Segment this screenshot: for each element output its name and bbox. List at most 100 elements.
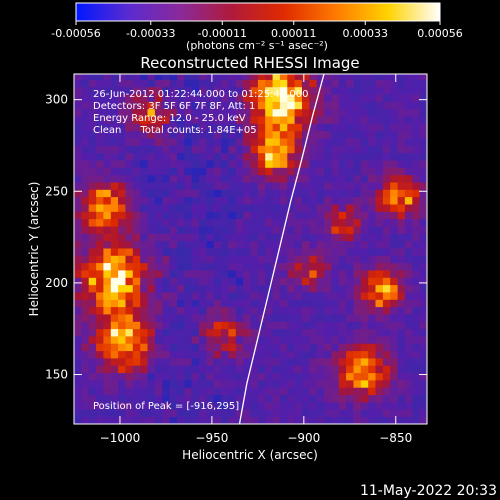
heatmap-cell <box>287 204 296 212</box>
heatmap-cell <box>96 292 104 300</box>
heatmap-cell <box>88 284 97 293</box>
heatmap-cell <box>265 233 273 242</box>
heatmap-cell <box>397 321 406 330</box>
heatmap-cell <box>404 336 413 344</box>
heatmap-cell <box>353 380 362 388</box>
heatmap-cell <box>250 270 259 278</box>
heatmap-cell <box>154 248 163 256</box>
heatmap-cell <box>309 174 318 183</box>
heatmap-cell <box>294 416 303 424</box>
heatmap-cell <box>375 387 384 396</box>
heatmap-cell <box>419 240 427 249</box>
heatmap-cell <box>88 74 97 80</box>
heatmap-cell <box>338 306 347 315</box>
y-tick-label: 300 <box>45 93 68 107</box>
heatmap-cell <box>110 350 119 359</box>
heatmap-cell <box>228 94 237 102</box>
heatmap-cell <box>221 402 229 410</box>
heatmap-cell <box>169 130 178 139</box>
heatmap-cell <box>287 299 296 308</box>
heatmap-cell <box>110 402 119 410</box>
heatmap-cell <box>382 101 391 110</box>
heatmap-cell <box>103 321 112 330</box>
annotation-total-counts: Clean Total counts: 1.84E+05 <box>93 125 257 136</box>
heatmap-cell <box>221 79 229 88</box>
heatmap-cell <box>309 284 318 293</box>
heatmap-cell <box>412 387 421 396</box>
heatmap-cell <box>419 218 427 227</box>
heatmap-cell <box>257 152 266 161</box>
heatmap-cell <box>272 343 281 352</box>
heatmap-cell <box>199 409 207 417</box>
heatmap-cell <box>162 204 171 212</box>
heatmap-cell <box>397 336 406 344</box>
heatmap-cell <box>272 416 281 424</box>
heatmap-cell <box>154 270 163 278</box>
heatmap-cell <box>316 387 325 396</box>
heatmap-cell <box>110 174 119 183</box>
heatmap-cell <box>96 196 104 205</box>
heatmap-cell <box>397 328 406 337</box>
heatmap-cell <box>243 365 251 374</box>
heatmap-cell <box>404 160 413 168</box>
heatmap-cell <box>110 292 119 300</box>
heatmap-cell <box>353 299 362 308</box>
heatmap-cell <box>235 204 244 212</box>
heatmap-cell <box>169 343 178 352</box>
heatmap-cell <box>368 160 376 168</box>
heatmap-cell <box>162 299 171 308</box>
heatmap-cell <box>324 394 332 403</box>
heatmap-cell <box>162 365 171 374</box>
heatmap-cell <box>309 350 318 359</box>
heatmap-cell <box>397 145 406 154</box>
heatmap-cell <box>279 365 288 374</box>
heatmap-cell <box>88 336 97 344</box>
heatmap-cell <box>162 211 171 220</box>
heatmap-cell <box>412 108 421 117</box>
heatmap-cell <box>279 211 288 220</box>
heatmap-cell <box>257 123 266 132</box>
heatmap-cell <box>338 336 347 344</box>
heatmap-cell <box>353 240 362 249</box>
heatmap-cell <box>132 416 141 424</box>
heatmap-cell <box>316 233 325 242</box>
heatmap-cell <box>302 416 310 424</box>
heatmap-cell <box>382 328 391 337</box>
heatmap-cell <box>213 138 222 146</box>
heatmap-cell <box>235 262 244 271</box>
heatmap-cell <box>294 240 303 249</box>
heatmap-cell <box>412 167 421 176</box>
heatmap-cell <box>103 204 112 212</box>
heatmap-cell <box>324 116 332 124</box>
heatmap-cell <box>272 380 281 388</box>
heatmap-cell <box>88 123 97 132</box>
heatmap-cell <box>324 174 332 183</box>
heatmap-cell <box>338 314 347 322</box>
heatmap-cell <box>346 145 354 154</box>
heatmap-cell <box>302 284 310 293</box>
heatmap-cell <box>412 277 421 286</box>
heatmap-cell <box>250 152 259 161</box>
heatmap-cell <box>147 387 156 396</box>
heatmap-cell <box>191 218 200 227</box>
heatmap-cell <box>81 306 90 315</box>
heatmap-cell <box>103 108 112 117</box>
heatmap-cell <box>360 130 369 139</box>
heatmap-cell <box>250 343 259 352</box>
heatmap-cell <box>346 196 354 205</box>
heatmap-cell <box>353 174 362 183</box>
heatmap-cell <box>309 292 318 300</box>
heatmap-cell <box>110 240 119 249</box>
heatmap-cell <box>81 358 90 366</box>
heatmap-cell <box>287 380 296 388</box>
heatmap-cell <box>243 152 251 161</box>
heatmap-cell <box>324 343 332 352</box>
heatmap-cell <box>191 233 200 242</box>
heatmap-cell <box>221 255 229 264</box>
heatmap-cell <box>287 116 296 124</box>
heatmap-cell <box>118 402 126 410</box>
heatmap-cell <box>177 343 185 352</box>
heatmap-cell <box>199 328 207 337</box>
heatmap-cell <box>390 328 398 337</box>
heatmap-cell <box>316 160 325 168</box>
